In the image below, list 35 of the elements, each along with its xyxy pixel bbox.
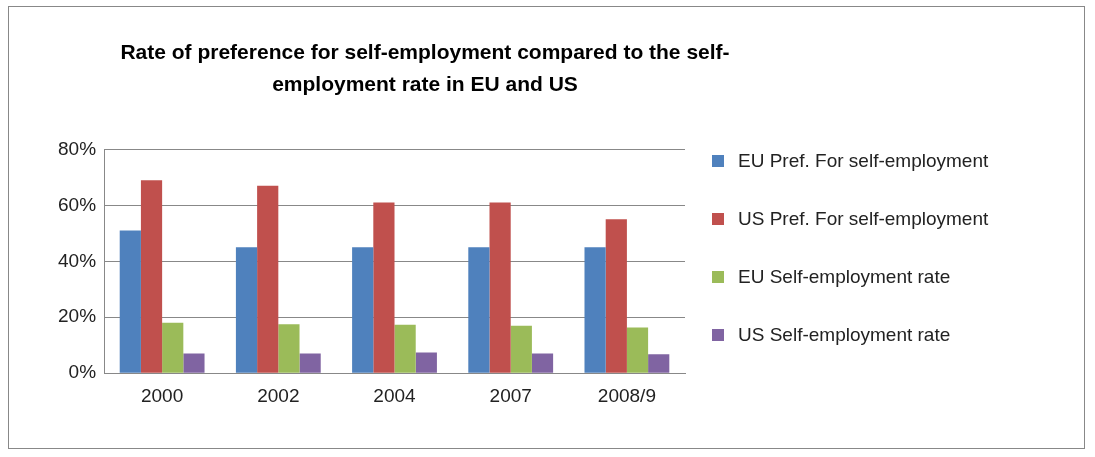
- bar: [373, 202, 395, 373]
- bar: [584, 247, 606, 373]
- bar: [162, 322, 184, 373]
- y-tick-label: 20%: [58, 305, 97, 327]
- x-tick-label: 2007: [489, 384, 532, 406]
- bar: [140, 180, 163, 373]
- x-tick-label: 2000: [140, 384, 184, 406]
- bar: [394, 324, 416, 373]
- y-tick-label: 0%: [68, 361, 97, 383]
- legend-label: US Pref. For self-employment: [738, 208, 989, 229]
- bar: [119, 230, 141, 373]
- bar: [415, 352, 437, 373]
- x-tick-label: 2004: [373, 384, 417, 406]
- bar: [626, 327, 649, 373]
- bar: [605, 219, 627, 373]
- bar: [257, 185, 279, 373]
- bar: [468, 247, 490, 373]
- y-tick-label: 80%: [58, 137, 97, 159]
- bar: [648, 354, 670, 373]
- y-tick-label: 40%: [58, 249, 97, 271]
- chart-title: Rate of preference for self-employment compared to the self-employment rate in EU and US: [119, 39, 731, 97]
- bar: [489, 202, 511, 373]
- bar: [531, 353, 554, 373]
- y-tick-label: 60%: [58, 193, 97, 215]
- bar: [299, 353, 321, 373]
- bar: [278, 324, 300, 373]
- legend-label: US Self-employment rate: [738, 324, 951, 345]
- x-tick-label: 2008/9: [597, 384, 656, 406]
- x-tick-label: 2002: [257, 384, 300, 406]
- legend-label: EU Self-employment rate: [738, 266, 951, 287]
- bar: [510, 325, 532, 373]
- bar: [183, 353, 205, 373]
- bar: [352, 247, 374, 373]
- legend-label: EU Pref. For self-employment: [738, 150, 989, 171]
- bar: [235, 247, 258, 373]
